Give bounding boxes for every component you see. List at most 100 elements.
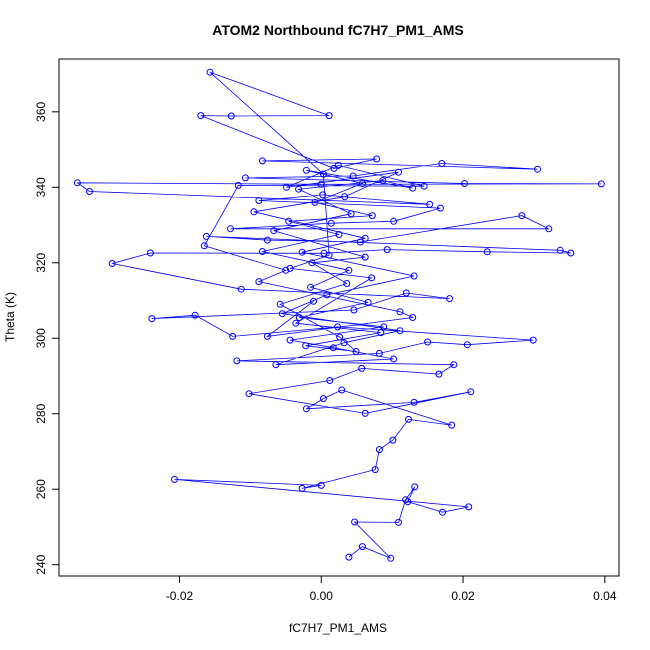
y-tick-label: 260	[34, 479, 48, 499]
data-point	[383, 246, 391, 254]
data-point	[278, 310, 286, 318]
data-point	[206, 68, 214, 76]
data-point	[518, 212, 526, 220]
data-point	[319, 191, 327, 199]
data-point	[409, 184, 417, 192]
data-point	[272, 361, 280, 369]
data-point	[375, 446, 383, 454]
data-point	[556, 246, 564, 254]
data-point	[148, 315, 156, 323]
data-point	[255, 197, 263, 204]
data-point	[250, 208, 258, 216]
data-point	[227, 225, 234, 233]
data-point	[108, 260, 116, 267]
data-point	[356, 238, 364, 246]
data-point	[409, 314, 417, 321]
data-point	[310, 297, 317, 305]
data-point	[410, 272, 418, 280]
data-point	[358, 543, 366, 551]
data-point	[439, 508, 446, 516]
data-point	[263, 332, 271, 340]
y-tick-label: 300	[34, 328, 48, 348]
data-point	[317, 481, 325, 489]
data-point	[258, 248, 266, 255]
x-tick-label: 0.00	[310, 589, 334, 603]
data-point	[285, 217, 293, 225]
data-point	[334, 161, 342, 169]
data-point	[404, 498, 412, 506]
data-point	[448, 421, 456, 429]
y-tick-label: 280	[34, 403, 48, 423]
data-point	[302, 405, 310, 413]
data-point	[73, 179, 81, 187]
data-point	[390, 217, 398, 225]
data-point	[402, 289, 410, 297]
data-point	[298, 248, 306, 256]
data-point	[545, 225, 553, 233]
data-point	[146, 249, 154, 257]
data-point	[435, 370, 443, 378]
data-point	[345, 266, 353, 274]
data-point	[368, 212, 376, 220]
data-point	[86, 188, 93, 195]
data-point	[227, 112, 235, 120]
data-point	[341, 193, 349, 201]
data-point	[276, 300, 284, 308]
data-point	[483, 248, 491, 256]
data-point	[436, 204, 444, 212]
data-point	[282, 266, 290, 274]
data-point	[389, 436, 397, 444]
data-point	[171, 475, 178, 483]
data-point	[323, 291, 331, 299]
data-point	[352, 348, 360, 355]
data-point	[295, 314, 303, 321]
data-point	[335, 231, 343, 238]
data-point	[349, 172, 357, 180]
data-point	[237, 285, 245, 293]
data-point	[283, 183, 290, 191]
x-tick-label: 0.04	[593, 589, 617, 603]
data-point	[380, 323, 388, 331]
data-point	[377, 329, 385, 337]
data-point	[390, 355, 398, 363]
data-point	[379, 177, 387, 184]
data-point	[402, 496, 410, 504]
data-point	[350, 306, 358, 314]
data-point	[325, 112, 333, 120]
data-point	[311, 198, 319, 206]
data-point	[597, 180, 605, 188]
data-point	[326, 377, 334, 384]
data-point	[411, 483, 419, 491]
data-point	[465, 503, 473, 511]
data-point	[298, 484, 306, 492]
x-tick-label: -0.02	[166, 589, 194, 603]
data-point	[343, 280, 351, 287]
data-point	[319, 395, 327, 403]
data-point	[567, 249, 575, 257]
data-point	[307, 283, 315, 291]
data-point	[375, 349, 383, 357]
data-point	[270, 227, 278, 235]
data-point	[446, 295, 454, 303]
x-tick-label: 0.02	[451, 589, 475, 603]
data-point	[373, 155, 381, 163]
data-point	[286, 336, 294, 344]
data-point	[358, 180, 366, 187]
data-point	[364, 298, 372, 306]
data-point	[229, 332, 237, 340]
data-point	[395, 518, 402, 526]
data-point	[467, 388, 475, 396]
data-point	[197, 112, 205, 120]
data-point	[438, 160, 446, 167]
data-point	[395, 168, 402, 176]
data-point	[410, 398, 418, 406]
data-point	[371, 466, 379, 474]
data-point	[450, 361, 458, 369]
data-point	[317, 180, 325, 188]
plot-frame	[58, 58, 620, 577]
x-axis: -0.02 0.00 0.02 0.04	[166, 576, 617, 603]
data-point	[263, 236, 271, 244]
chart-title: ATOM2 Northbound fC7H7_PM1_AMS	[212, 22, 464, 38]
data-point	[325, 251, 333, 259]
data-point	[258, 157, 266, 165]
